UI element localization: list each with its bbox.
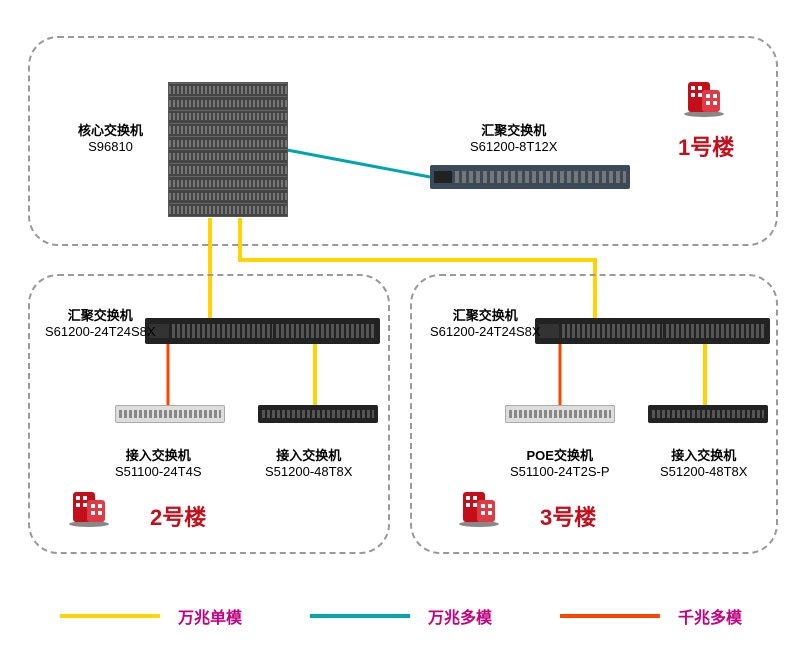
acc2b-switch-title: 接入交换机 xyxy=(265,445,352,464)
acc2a-switch-device xyxy=(115,405,225,423)
legend-swatch-1 xyxy=(60,614,160,618)
core-switch-title: 核心交换机 xyxy=(78,120,143,139)
acc2b-switch-device xyxy=(258,405,378,423)
building-3-icon xyxy=(455,480,503,528)
acc3b-switch-device xyxy=(648,405,768,423)
building-2-label: 2号楼 xyxy=(150,500,206,532)
acc3a-switch-device xyxy=(505,405,615,423)
legend-text-1: 万兆单模 xyxy=(178,604,242,628)
acc3a-switch-label: POE交换机 S51100-24T2S-P xyxy=(510,445,610,479)
acc2a-switch-model: S51100-24T4S xyxy=(115,464,202,479)
legend-item-3: 千兆多模 xyxy=(560,604,742,628)
core-switch-label: 核心交换机 S96810 xyxy=(78,120,143,154)
agg1-switch-label: 汇聚交换机 S61200-8T12X xyxy=(470,120,557,154)
legend-item-2: 万兆多模 xyxy=(310,604,492,628)
acc2b-switch-label: 接入交换机 S51200-48T8X xyxy=(265,445,352,479)
agg2-switch-title: 汇聚交换机 xyxy=(45,305,156,324)
legend-text-2: 万兆多模 xyxy=(428,604,492,628)
agg1-switch-model: S61200-8T12X xyxy=(470,139,557,154)
building-3-label: 3号楼 xyxy=(540,500,596,532)
acc2a-switch-title: 接入交换机 xyxy=(115,445,202,464)
legend-swatch-2 xyxy=(310,614,410,618)
core-switch-device xyxy=(168,82,288,217)
agg1-switch-device xyxy=(430,165,630,189)
core-switch-model: S96810 xyxy=(78,139,143,154)
legend-text-3: 千兆多模 xyxy=(678,604,742,628)
building-1-label: 1号楼 xyxy=(678,130,734,162)
agg1-switch-title: 汇聚交换机 xyxy=(470,120,557,139)
acc2a-switch-label: 接入交换机 S51100-24T4S xyxy=(115,445,202,479)
agg3-switch-model: S61200-24T24S8X xyxy=(430,324,541,339)
diagram-stage: 核心交换机 S96810 汇聚交换机 S61200-8T12X 1号楼 汇聚交换… xyxy=(0,0,803,666)
agg2-switch-label: 汇聚交换机 S61200-24T24S8X xyxy=(45,305,156,339)
acc3b-switch-model: S51200-48T8X xyxy=(660,464,747,479)
acc3a-switch-title: POE交换机 xyxy=(510,445,610,464)
agg3-switch-label: 汇聚交换机 S61200-24T24S8X xyxy=(430,305,541,339)
agg2-switch-device xyxy=(145,318,380,344)
building-1-icon xyxy=(680,70,728,118)
agg3-switch-device xyxy=(535,318,770,344)
legend-swatch-3 xyxy=(560,614,660,618)
acc2b-switch-model: S51200-48T8X xyxy=(265,464,352,479)
legend-item-1: 万兆单模 xyxy=(60,604,242,628)
acc3a-switch-model: S51100-24T2S-P xyxy=(510,464,610,479)
acc3b-switch-title: 接入交换机 xyxy=(660,445,747,464)
agg3-switch-title: 汇聚交换机 xyxy=(430,305,541,324)
acc3b-switch-label: 接入交换机 S51200-48T8X xyxy=(660,445,747,479)
agg2-switch-model: S61200-24T24S8X xyxy=(45,324,156,339)
building-2-icon xyxy=(65,480,113,528)
